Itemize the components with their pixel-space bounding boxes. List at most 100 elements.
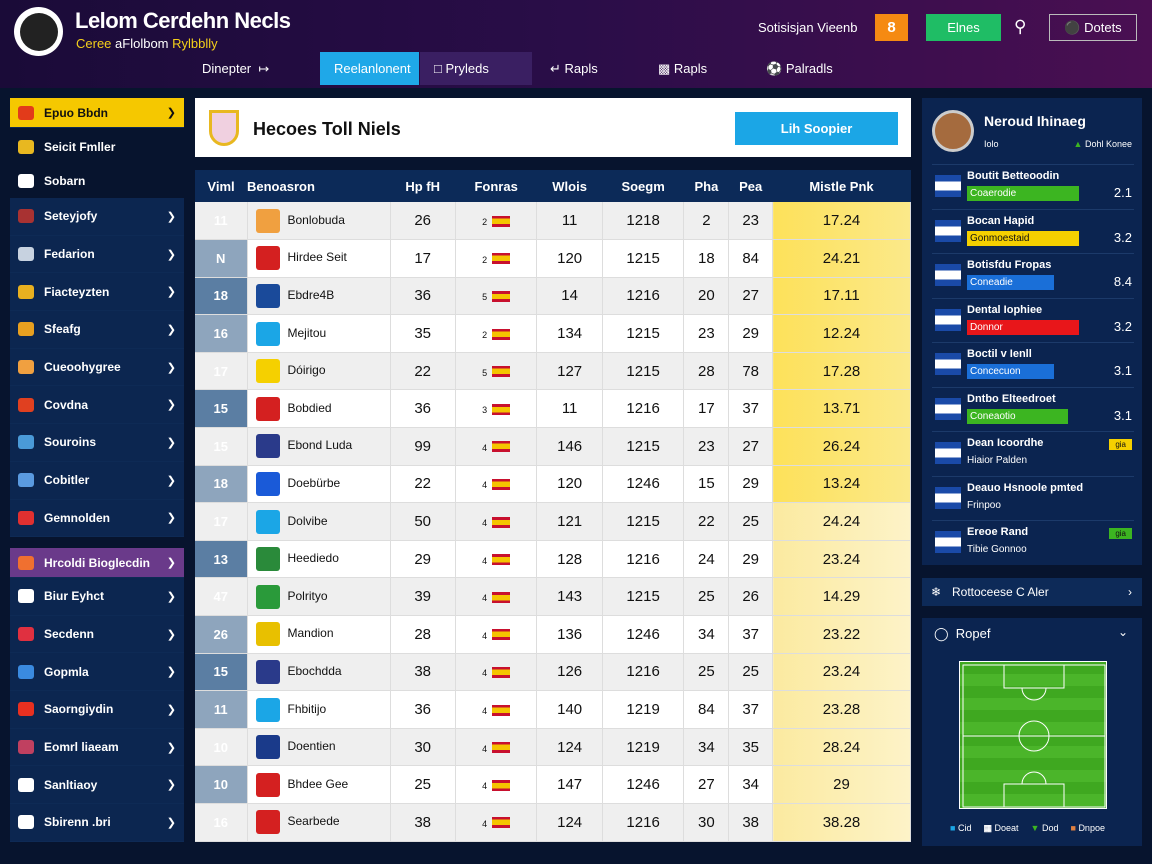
column-header[interactable]: Hp fH <box>390 170 456 202</box>
player-list-item[interactable]: Deauo Hsnoole pmted Frinpoo <box>932 475 1134 520</box>
player-list-item[interactable]: Dental Iophiee Donnor 3.2 <box>932 297 1134 342</box>
team-crest-icon <box>255 547 280 572</box>
stat-cell: 38 <box>390 803 456 842</box>
green-action-button[interactable]: Elnes <box>926 14 1001 41</box>
column-header[interactable]: Soegm <box>602 170 684 202</box>
sidebar-item[interactable]: Biur Eyhct ❯ <box>10 578 184 616</box>
team-name: Searbede <box>287 814 340 829</box>
column-header[interactable]: Wlois <box>536 170 603 202</box>
sidebar-item[interactable]: Gopmla ❯ <box>10 653 184 692</box>
table-header-row: Viml Benoasron Hp fH Fonras Wlois Soegm Pha Pea… <box>195 170 911 202</box>
table-row[interactable]: 10 Bhdee Gee 25 4 147 1246 27 34 29 <box>195 765 911 804</box>
form-cell: 4 <box>455 690 538 729</box>
stat-cell: 35 <box>728 728 773 767</box>
table-row[interactable]: 17 Dóirigo 22 5 127 1215 28 78 17.28 <box>195 352 911 391</box>
team-name: Polrityo <box>287 588 328 603</box>
tab-pryleds[interactable]: □ Pryleds <box>420 52 532 85</box>
column-header[interactable]: Fonras <box>455 170 537 202</box>
table-row[interactable]: 10 Doentien 30 4 124 1219 34 35 28.24 <box>195 728 911 767</box>
sidebar-item[interactable]: Souroins ❯ <box>10 424 184 462</box>
table-row[interactable]: 26 Mandion 28 4 136 1246 34 37 23.22 <box>195 615 911 654</box>
sidebar-item[interactable]: Saorngiydin ❯ <box>10 691 184 729</box>
table-row[interactable]: N Hirdee Seit 17 2 120 1215 18 84 24.21 <box>195 239 911 278</box>
table-row[interactable]: 15 Bobdied 36 3 11 1216 17 37 13.71 <box>195 389 911 429</box>
sidebar-item[interactable]: Gemnolden ❯ <box>10 499 184 538</box>
chevron-down-icon[interactable]: ⌄ <box>1117 625 1128 639</box>
sidebar-item[interactable]: Epuo Bbdn ❯ <box>10 98 184 128</box>
player-list-item[interactable]: Dean Icoordhe Hiaior Palden gia <box>932 431 1134 475</box>
sidebar-item[interactable]: Cobitler ❯ <box>10 461 184 500</box>
player-list-item[interactable]: Boctil v Ienll Concecuon 3.1 <box>932 342 1134 386</box>
sidebar-item[interactable]: Seteyjofy ❯ <box>10 198 184 236</box>
search-icon[interactable]: ⚲ <box>1014 17 1027 36</box>
player-list-item[interactable]: Ereoe Rand Tibie Gonnoo gia <box>932 520 1134 564</box>
team-cell: Doentien <box>247 728 391 767</box>
table-row[interactable]: 16 Mejitou 35 2 134 1215 23 29 12.24 <box>195 314 911 353</box>
table-row[interactable]: 11 Bonlobuda 26 2 11 1218 2 23 17.24 <box>195 202 911 241</box>
table-row[interactable]: 47 Polrityo 39 4 143 1215 25 26 14.29 <box>195 577 911 617</box>
team-badge-icon <box>18 627 34 642</box>
stat-cell: 18 <box>683 239 730 278</box>
tab-palradls[interactable]: ⚽ Palradls <box>766 61 833 76</box>
player-list-item[interactable]: Bocan Hapid Gonmoestaid 3.2 <box>932 208 1134 253</box>
sidebar-item[interactable]: Sfeafg ❯ <box>10 311 184 349</box>
team-name: Ebochdda <box>287 664 342 679</box>
chevron-right-icon: ❯ <box>166 474 176 487</box>
tab-reelanlonent[interactable]: Reelanlonent <box>320 52 419 85</box>
table-row[interactable]: 15 Ebochdda 38 4 126 1216 25 25 23.24 <box>195 653 911 692</box>
table-row[interactable]: 17 Dolvibe 50 4 121 1215 22 25 24.24 <box>195 502 911 541</box>
rating-value: 2.1 <box>1113 185 1132 200</box>
column-header[interactable]: Pea <box>728 170 773 202</box>
table-row[interactable]: 16 Searbede 38 4 124 1216 30 38 38.28 <box>195 803 911 842</box>
sidebar-item[interactable]: Seicit Fmller <box>10 130 184 164</box>
details-button[interactable]: ⚫ Dotets <box>1049 14 1137 41</box>
sidebar-item[interactable]: Sanltiaoy ❯ <box>10 766 184 805</box>
sidebar-item[interactable]: Sbirenn .bri ❯ <box>10 804 184 842</box>
table-row[interactable]: 13 Heediedo 29 4 128 1216 24 29 23.24 <box>195 540 911 579</box>
sidebar-item[interactable]: Cueoohygree ❯ <box>10 348 184 387</box>
expand-panel-row[interactable]: ❄ Rottoceese C Aler › <box>922 578 1142 606</box>
tab-rapls-2[interactable]: ▩ Rapls <box>658 61 708 76</box>
stat-cell: 1219 <box>602 690 685 729</box>
nav-lead[interactable]: Dinepter ↦ <box>202 61 270 76</box>
tab-rapls[interactable]: ↵ Rapls <box>550 61 598 76</box>
league-action-button[interactable]: Lih Soopier <box>735 112 898 145</box>
team-name: Bobdied <box>287 400 332 415</box>
stat-cell: 34 <box>683 615 730 654</box>
sidebar-item[interactable]: Fedarion ❯ <box>10 235 184 274</box>
stat-cell: 1215 <box>602 427 685 466</box>
sidebar-item[interactable]: Sobarn <box>10 164 184 198</box>
rank-cell: 10 <box>195 728 248 767</box>
club-logo[interactable] <box>14 7 63 56</box>
rank-cell: 16 <box>195 314 248 353</box>
chevron-right-icon: ❯ <box>166 816 176 829</box>
player-list-item[interactable]: Botisfdu Fropas Coneadie 8.4 <box>932 253 1134 297</box>
table-row[interactable]: 18 Doebürbe 22 4 120 1246 15 29 13.24 <box>195 465 911 504</box>
legend-label: Doeat <box>994 823 1019 833</box>
player-list-item[interactable]: Boutit Betteoodin Coaerodie 2.1 <box>932 164 1134 208</box>
sidebar-item[interactable]: Fiacteyzten ❯ <box>10 273 184 312</box>
details-label: Dotets <box>1084 20 1122 35</box>
table-row[interactable]: 15 Ebond Luda 99 4 146 1215 23 27 26.24 <box>195 427 911 466</box>
league-crest-icon <box>209 110 239 146</box>
pitch-panel-header[interactable]: ◯ Ropef <box>934 626 991 641</box>
player-avatar[interactable] <box>932 110 974 152</box>
flag-icon <box>492 328 511 340</box>
notification-button[interactable]: 8 <box>875 14 908 41</box>
flag-icon <box>492 441 511 453</box>
sidebar-item[interactable]: Secdenn ❯ <box>10 615 184 654</box>
column-header[interactable]: Viml <box>195 170 247 202</box>
sidebar-item[interactable]: Hrcoldi Bioglecdin ❯ <box>10 548 184 578</box>
expand-panel-label: Rottoceese C Aler <box>952 585 1049 599</box>
table-row[interactable]: 18 Ebdre4B 36 5 14 1216 20 27 17.11 <box>195 277 911 316</box>
column-header[interactable]: Pha <box>683 170 729 202</box>
column-header[interactable]: Benoasron <box>247 170 390 202</box>
sidebar-item[interactable]: Covdna ❯ <box>10 386 184 425</box>
player-list-item[interactable]: Dntbo Elteedroet Coneaotio 3.1 <box>932 386 1134 431</box>
column-header[interactable]: Mistle Pnk <box>772 170 911 202</box>
table-row[interactable]: 11 Fhbitijo 36 4 140 1219 84 37 23.28 <box>195 690 911 729</box>
score-cell: 29 <box>772 765 911 804</box>
team-crest-icon <box>255 283 280 308</box>
sidebar-item[interactable]: Eomrl liaeam ❯ <box>10 728 184 767</box>
header-search-text[interactable]: Sotisisjan Vieenb <box>758 20 858 35</box>
